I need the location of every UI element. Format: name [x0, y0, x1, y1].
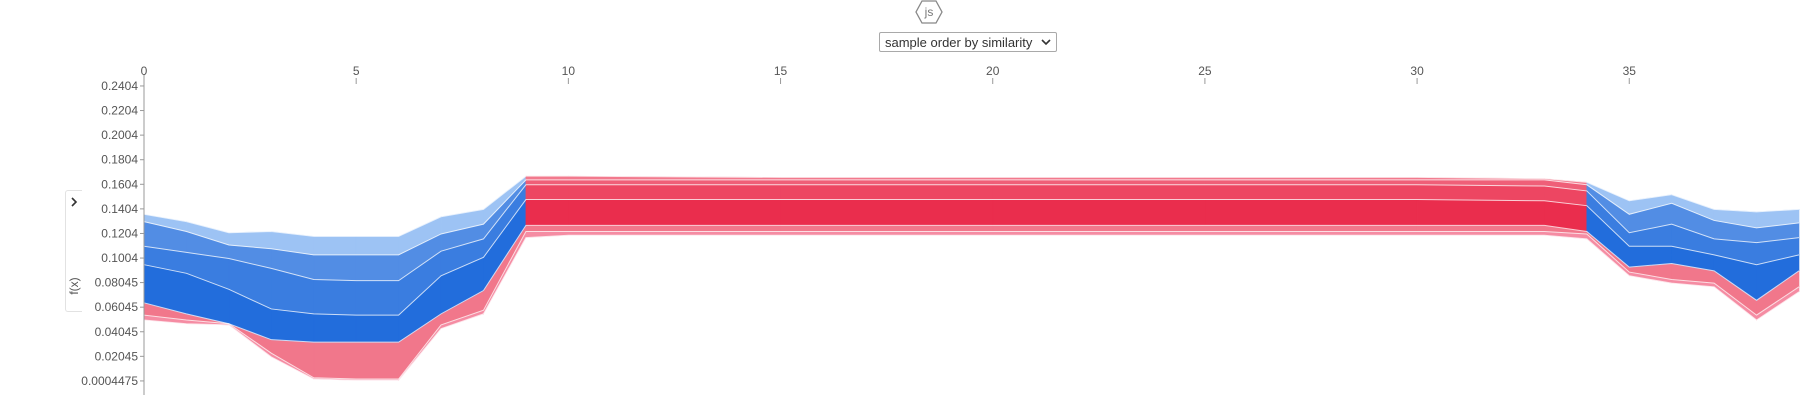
- area-band-segment: [525, 184, 569, 200]
- y-tick-label: 0.1004: [101, 251, 138, 265]
- area-band-segment: [1204, 231, 1418, 236]
- area-band-segment: [780, 225, 994, 232]
- area-band-segment: [1416, 225, 1545, 232]
- area-band-segment: [568, 231, 781, 236]
- area-band-segment: [992, 179, 1206, 186]
- area-band-segment: [992, 184, 1206, 200]
- x-tick-label: 0: [141, 64, 148, 78]
- area-band-segment: [1204, 225, 1418, 232]
- area-band-segment: [780, 199, 994, 226]
- area-band-segment: [780, 184, 994, 200]
- area-band-segment: [992, 231, 1206, 236]
- series-line: [143, 231, 1800, 380]
- area-band-segment: [313, 341, 357, 380]
- y-tick-label: 0.1404: [101, 202, 138, 216]
- y-tick-label: 0.02045: [95, 349, 139, 363]
- area-band-segment: [1204, 199, 1418, 226]
- area-band-segment: [1416, 231, 1545, 236]
- area-band-segment: [525, 179, 569, 186]
- x-tick-label: 20: [986, 64, 1000, 78]
- js-badge: js: [915, 0, 943, 24]
- series-line: [143, 199, 1800, 316]
- area-band-segment: [1416, 199, 1545, 226]
- y-tick-label: 0.2004: [101, 128, 138, 142]
- area-band-segment: [355, 280, 399, 316]
- x-tick-label: 25: [1198, 64, 1212, 78]
- y-axis-label: f(x): [67, 277, 81, 295]
- x-tick-label: 10: [562, 64, 576, 78]
- area-band-segment: [780, 231, 994, 236]
- area-band-segment: [313, 254, 357, 281]
- area-band-segment: [568, 184, 781, 200]
- area-band-segment: [992, 199, 1206, 226]
- area-band-segment: [568, 225, 781, 232]
- area-band-segment: [1416, 184, 1545, 202]
- y-tick-label: 0.06045: [95, 300, 139, 314]
- y-tick-label: 0.1604: [101, 177, 138, 191]
- area-band-segment: [313, 313, 357, 343]
- area-band-segment: [355, 254, 399, 281]
- x-tick-label: 15: [774, 64, 788, 78]
- series-line: [143, 175, 1800, 237]
- y-tick-label: 0.0004475: [81, 374, 138, 388]
- area-band-segment: [992, 225, 1206, 232]
- area-band-segment: [313, 279, 357, 316]
- y-axis-label-box[interactable]: f(x): [65, 190, 82, 312]
- axes: 0 5 10 15 20 25 30 35 0.2404 0.2204 0.2004 0.1804 0.…: [81, 64, 1637, 395]
- hexagon-icon: js: [915, 0, 943, 24]
- area-band-segment: [271, 308, 315, 343]
- area-band-segment: [525, 199, 569, 226]
- y-tick-label: 0.2204: [101, 104, 138, 118]
- area-band-segment: [355, 341, 399, 380]
- area-band-segment: [568, 199, 781, 226]
- series-line: [143, 234, 1800, 381]
- y-tick-label: 0.2404: [101, 79, 138, 93]
- x-tick-label: 5: [353, 64, 360, 78]
- chevron-down-icon: [1041, 39, 1051, 46]
- area-band-segment: [780, 179, 994, 186]
- y-tick-label: 0.08045: [95, 276, 139, 290]
- series-line: [143, 224, 1800, 343]
- area-band-segment: [525, 175, 569, 181]
- area-band-segment: [313, 236, 357, 256]
- area-band-segment: [355, 314, 399, 343]
- js-badge-label: js: [924, 5, 934, 19]
- series-line: [143, 179, 1800, 256]
- sample-order-select-value: sample order by similarity: [885, 35, 1033, 50]
- series-line: [143, 184, 1800, 282]
- y-tick-label: 0.1204: [101, 226, 138, 240]
- y-tick-label: 0.1804: [101, 153, 138, 167]
- chevron-right-icon[interactable]: [69, 196, 79, 208]
- x-tick-label: 30: [1410, 64, 1424, 78]
- area-band-segment: [525, 225, 569, 232]
- area-band-segment: [1204, 179, 1418, 186]
- x-tick-label: 35: [1623, 64, 1637, 78]
- area-layers: [143, 175, 1800, 382]
- y-tick-label: 0.04045: [95, 325, 139, 339]
- area-band-segment: [568, 179, 781, 186]
- area-band-segment: [355, 236, 399, 256]
- area-band-segment: [1204, 184, 1418, 200]
- sample-order-select[interactable]: sample order by similarity: [879, 32, 1057, 52]
